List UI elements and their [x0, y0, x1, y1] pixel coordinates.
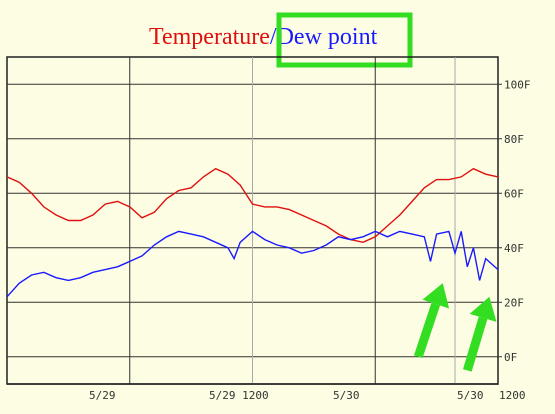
y-tick-label: 20F	[504, 296, 524, 309]
y-tick-label: 100F	[504, 78, 531, 91]
dew-point-line	[6, 230, 499, 298]
green-arrow	[463, 296, 497, 372]
x-tick-label: 5/29 1200	[209, 389, 269, 402]
chart-title: Temperature/Dew point	[149, 24, 378, 50]
x-tick-label: 5/30	[333, 389, 360, 402]
series-layer	[6, 167, 499, 298]
x-tick-label: 5/30	[457, 389, 484, 402]
temperature-line	[6, 167, 499, 244]
grid-lines	[7, 57, 502, 384]
title-dew-point: Dew point	[277, 24, 378, 50]
y-tick-label: 60F	[504, 187, 524, 200]
y-tick-label: 0F	[504, 351, 517, 364]
x-tick-label: 5/29	[89, 389, 116, 402]
y-tick-label: 80F	[504, 133, 524, 146]
x-tick-label: 1200	[499, 389, 526, 402]
annotation-arrows	[413, 283, 497, 372]
dew-point-highlight-box	[276, 12, 413, 68]
title-temperature: Temperature	[149, 24, 270, 50]
x-axis-labels: 5/29 5/29 1200 5/30 5/30 1200	[7, 383, 526, 402]
y-tick-label: 40F	[504, 242, 524, 255]
title-slash: /	[270, 24, 277, 50]
green-arrow	[413, 283, 450, 359]
y-axis-labels: 100F 80F 60F 40F 20F 0F	[504, 78, 531, 364]
